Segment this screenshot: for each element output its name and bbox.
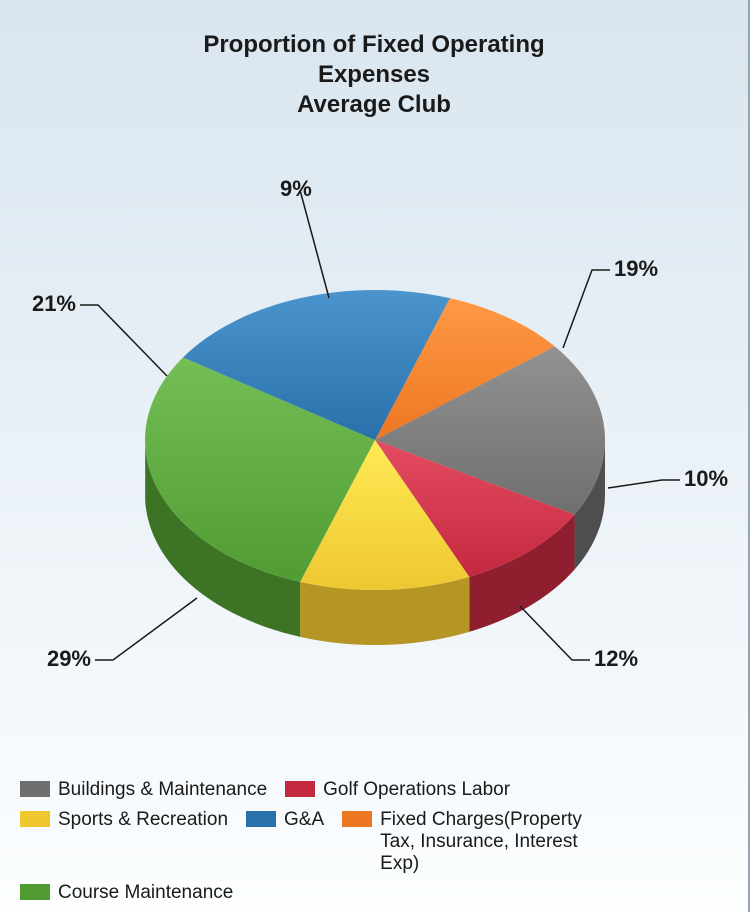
legend-label: Buildings & Maintenance [58, 779, 267, 801]
legend-item: Golf Operations Labor [285, 779, 510, 801]
legend-item: G&A [246, 809, 324, 831]
pie-slice-percent-label: 10% [684, 466, 728, 492]
legend-marker [285, 781, 315, 797]
legend-marker [342, 811, 372, 827]
chart-title: Proportion of Fixed Operating Expenses A… [0, 30, 748, 120]
legend-item: Buildings & Maintenance [20, 779, 267, 801]
pie-slice-percent-label: 29% [47, 646, 91, 672]
legend-marker [20, 781, 50, 797]
leader-line [608, 480, 680, 488]
pie-chart: 9% 19% 10% 12% 29% 21% [0, 170, 750, 750]
pie-slice-percent-label: 19% [614, 256, 658, 282]
leader-line [520, 606, 590, 660]
leader-line [300, 190, 329, 298]
pie-slice-percent-label: 21% [32, 291, 76, 317]
chart-container: Proportion of Fixed Operating Expenses A… [0, 0, 750, 912]
legend-label: Course Maintenance [58, 882, 233, 904]
legend: Buildings & Maintenance Golf Operations L… [20, 775, 730, 908]
legend-marker [246, 811, 276, 827]
legend-label: Golf Operations Labor [323, 779, 510, 801]
leader-line [80, 305, 167, 376]
leader-line [95, 598, 197, 660]
legend-marker [20, 884, 50, 900]
legend-label: Sports & Recreation [58, 809, 228, 831]
legend-item: Sports & Recreation [20, 809, 228, 831]
legend-label: G&A [284, 809, 324, 831]
leader-line [563, 270, 610, 348]
legend-item: Course Maintenance [20, 882, 233, 904]
legend-marker [20, 811, 50, 827]
pie-slice-percent-label: 12% [594, 646, 638, 672]
pie-slice-percent-label: 9% [280, 176, 312, 202]
legend-item: Fixed Charges(Property Tax, Insurance, I… [342, 809, 620, 875]
legend-label: Fixed Charges(Property Tax, Insurance, I… [380, 809, 620, 875]
